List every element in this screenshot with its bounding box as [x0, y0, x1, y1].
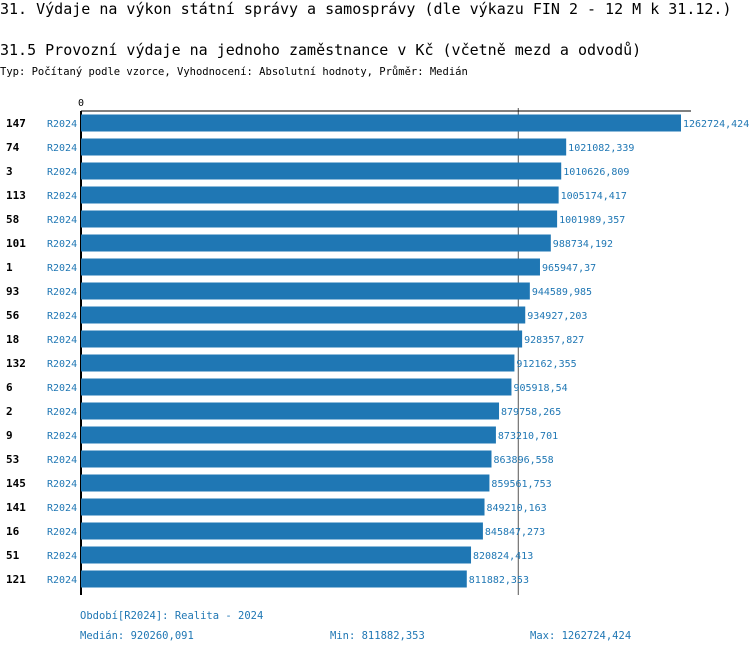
category-label: 3	[6, 165, 13, 178]
x-tick-label: 0	[78, 98, 84, 109]
series-label: R2024	[47, 335, 77, 346]
bar	[81, 498, 485, 516]
category-label: 1	[6, 261, 13, 274]
category-label: 9	[6, 429, 13, 442]
bar	[81, 354, 515, 372]
bar	[81, 570, 467, 588]
bar	[81, 282, 530, 300]
series-label: R2024	[47, 407, 77, 418]
category-label: 56	[6, 309, 20, 322]
series-label: R2024	[47, 191, 77, 202]
category-label: 58	[6, 213, 19, 226]
value-label: 905918,54	[513, 383, 567, 394]
bar	[81, 114, 681, 132]
value-label: 820824,413	[473, 551, 533, 562]
category-label: 113	[6, 189, 26, 202]
category-label: 93	[6, 285, 19, 298]
series-label: R2024	[47, 527, 77, 538]
category-label: 101	[6, 237, 26, 250]
bar	[81, 258, 540, 276]
category-label: 51	[6, 549, 20, 562]
series-label: R2024	[47, 263, 77, 274]
value-label: 1021082,339	[568, 143, 634, 154]
series-label: R2024	[47, 287, 77, 298]
category-label: 132	[6, 357, 26, 370]
series-label: R2024	[47, 383, 77, 394]
bar	[81, 330, 523, 348]
value-label: 912162,355	[516, 359, 576, 370]
bar	[81, 546, 472, 564]
series-label: R2024	[47, 239, 77, 250]
chart-info: Typ: Počítaný podle vzorce, Vyhodnocení:…	[0, 66, 468, 78]
value-label: 845847,273	[485, 527, 545, 538]
value-label: 863896,558	[493, 455, 553, 466]
footer-max: Max: 1262724,424	[530, 630, 632, 642]
footer-median: Medián: 920260,091	[80, 630, 194, 642]
value-label: 944589,985	[532, 287, 592, 298]
series-label: R2024	[47, 359, 77, 370]
bar	[81, 162, 562, 180]
category-label: 147	[6, 117, 26, 130]
value-label: 934927,203	[527, 311, 587, 322]
series-label: R2024	[47, 167, 77, 178]
chart-title: 31.5 Provozní výdaje na jednoho zaměstna…	[0, 41, 642, 59]
value-label: 873210,701	[498, 431, 558, 442]
footer-period: Období[R2024]: Realita - 2024	[80, 610, 264, 622]
bar	[81, 186, 559, 204]
value-label: 1010626,809	[563, 167, 629, 178]
value-label: 928357,827	[524, 335, 584, 346]
value-label: 1005174,417	[561, 191, 627, 202]
series-label: R2024	[47, 311, 77, 322]
bar	[81, 474, 490, 492]
value-label: 811882,353	[469, 575, 529, 586]
category-label: 121	[6, 573, 26, 586]
bar	[81, 426, 496, 444]
value-label: 849210,163	[487, 503, 547, 514]
bar	[81, 306, 526, 324]
category-label: 141	[6, 501, 26, 514]
series-label: R2024	[47, 503, 77, 514]
bar	[81, 522, 483, 540]
category-label: 16	[6, 525, 20, 538]
footer-min: Min: 811882,353	[330, 630, 425, 642]
bar	[81, 378, 512, 396]
series-label: R2024	[47, 479, 77, 490]
bar	[81, 138, 567, 156]
category-label: 53	[6, 453, 19, 466]
page-title: 31. Výdaje na výkon státní správy a samo…	[0, 0, 732, 18]
value-label: 988734,192	[553, 239, 613, 250]
bar	[81, 450, 492, 468]
series-label: R2024	[47, 551, 77, 562]
category-label: 145	[6, 477, 26, 490]
value-label: 1001989,357	[559, 215, 625, 226]
series-label: R2024	[47, 455, 77, 466]
category-label: 2	[6, 405, 13, 418]
value-label: 965947,37	[542, 263, 596, 274]
value-label: 859561,753	[491, 479, 551, 490]
series-label: R2024	[47, 215, 77, 226]
category-label: 6	[6, 381, 13, 394]
category-label: 74	[6, 141, 20, 154]
bar	[81, 402, 500, 420]
value-label: 1262724,424	[683, 119, 749, 130]
value-label: 879758,265	[501, 407, 561, 418]
series-label: R2024	[47, 119, 77, 130]
category-label: 18	[6, 333, 19, 346]
series-label: R2024	[47, 431, 77, 442]
bar	[81, 234, 551, 252]
bar	[81, 210, 558, 228]
series-label: R2024	[47, 143, 77, 154]
series-label: R2024	[47, 575, 77, 586]
